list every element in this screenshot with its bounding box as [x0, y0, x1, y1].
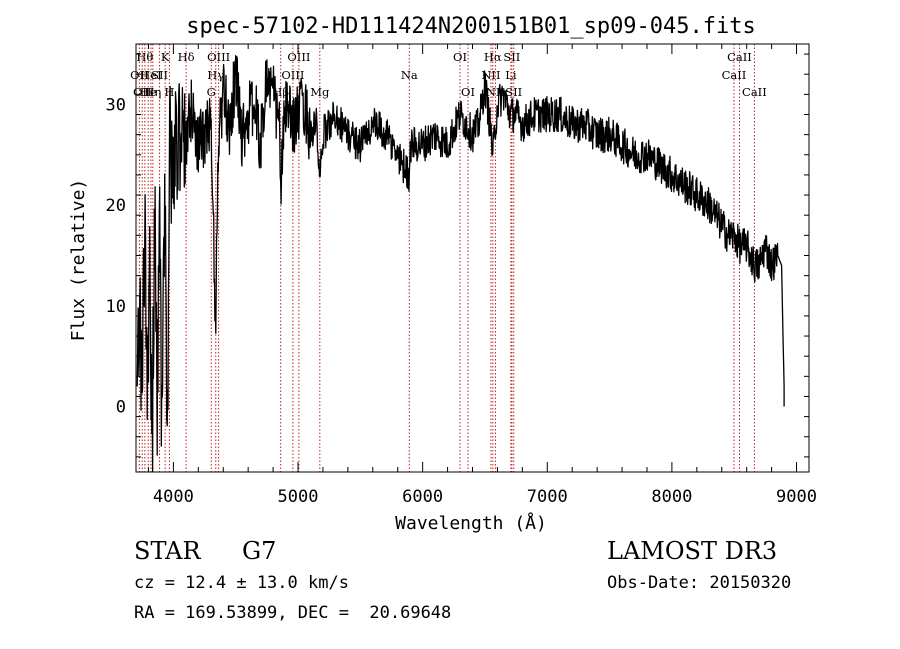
y-tick-label: 10	[106, 297, 126, 317]
line-label: SII	[151, 68, 168, 82]
line-label: Hα	[484, 50, 502, 64]
x-tick-label: 8000	[651, 487, 692, 507]
object-subclass: G7	[242, 537, 277, 565]
object-class: STAR	[134, 537, 201, 565]
y-tick-label: 20	[106, 196, 126, 216]
x-axis: 4000 5000 6000 7000 8000 9000	[147, 44, 817, 507]
line-label: OIII	[281, 68, 304, 82]
line-label: OII	[130, 68, 149, 82]
y-tick-label: 0	[116, 398, 126, 418]
line-label: OI	[461, 85, 475, 99]
line-label: OI	[453, 50, 467, 64]
line-label: K	[161, 50, 170, 64]
line-label: G	[207, 85, 216, 99]
line-label: OII	[133, 85, 152, 99]
x-tick-label: 6000	[402, 487, 443, 507]
line-label: Hγ	[207, 68, 224, 82]
x-tick-label: 5000	[278, 487, 319, 507]
line-label: SII	[505, 85, 522, 99]
redshift-cz: cz = 12.4 ± 13.0 km/s	[134, 573, 349, 593]
y-axis: 0 10 20 30	[106, 53, 809, 458]
spectrum-line	[136, 54, 785, 472]
x-axis-label: Wavelength (Å)	[395, 512, 547, 534]
line-label: Hη	[144, 85, 161, 99]
x-tick-label: 7000	[527, 487, 568, 507]
survey-name: LAMOST DR3	[607, 537, 778, 565]
line-label: Hδ	[178, 50, 195, 64]
line-label: Hθ	[136, 50, 153, 64]
y-tick-label: 30	[106, 95, 126, 115]
spectral-line-labels: OIIOIIHθHeHeIHηSIIKHHδGHγOIIIHβOIIIOIIIM…	[130, 50, 767, 99]
line-label: CaII	[742, 85, 767, 99]
observation-date: Obs-Date: 20150320	[607, 573, 792, 593]
line-label: CaII	[727, 50, 752, 64]
line-label: SII	[503, 50, 520, 64]
x-tick-label: 4000	[153, 487, 194, 507]
plot-frame	[135, 43, 810, 473]
line-label: Na	[401, 68, 418, 82]
coordinates: RA = 169.53899, DEC = 20.69648	[134, 603, 452, 623]
line-label: Mg	[310, 85, 330, 99]
line-label: NII	[481, 68, 500, 82]
chart-title: spec-57102-HD111424N200151B01_sp09-045.f…	[186, 14, 756, 39]
line-label: CaII	[722, 68, 747, 82]
line-label: OIII	[287, 50, 310, 64]
x-tick-label: 9000	[776, 487, 817, 507]
line-label: He	[140, 85, 157, 99]
line-label: Li	[505, 68, 517, 82]
y-axis-label: Flux (relative)	[68, 179, 89, 342]
line-label: HeI	[140, 68, 161, 82]
line-label: OIII	[207, 50, 230, 64]
